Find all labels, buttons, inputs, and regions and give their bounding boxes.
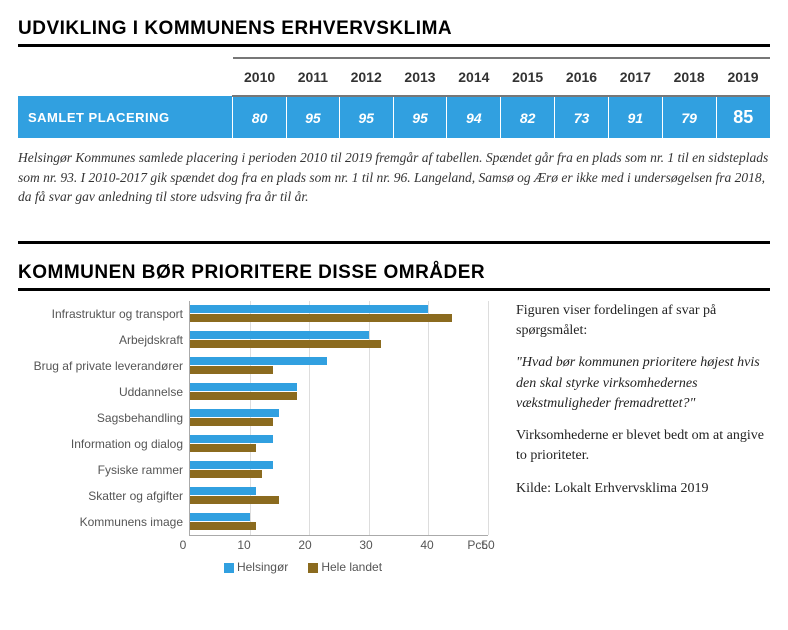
chart-bar-group [190,353,488,379]
rank-value: 79 [662,96,716,138]
section-divider [18,241,770,244]
chart-bar [190,314,452,322]
chart-bar [190,366,273,374]
year-header: 2018 [662,58,716,96]
chart-x-tick: 40 [420,538,433,552]
priority-chart: Infrastruktur og transportArbejdskraftBr… [18,301,488,574]
chart-bar [190,331,369,339]
chart-bar-group [190,405,488,431]
chart-bar [190,340,381,348]
chart-category-label: Sagsbehandling [18,405,183,431]
rank-value: 94 [447,96,501,138]
legend-item: Hele landet [308,560,382,574]
section2-title: KOMMUNEN BØR PRIORITERE DISSE OMRÅDER [18,262,770,291]
rank-value: 95 [287,96,340,138]
table-caption: Helsingør Kommunes samlede placering i p… [18,148,770,207]
chart-bar-group [190,457,488,483]
section1-title: UDVIKLING I KOMMUNENS ERHVERVSKLIMA [18,18,770,47]
chart-bar [190,418,273,426]
rank-value: 95 [339,96,393,138]
chart-bar [190,357,327,365]
chart-bar-group [190,509,488,535]
chart-bar [190,305,428,313]
side-note: Virksomhederne er blevet bedt om at angi… [516,426,770,467]
table-row: SAMLET PLACERING 80959595948273917985 [18,96,770,138]
chart-bar [190,513,250,521]
chart-bar [190,444,256,452]
chart-x-axis: 01020304050Pct. [183,536,488,554]
chart-bar-group [190,483,488,509]
legend-item: Helsingør [224,560,288,574]
rank-value: 82 [501,96,555,138]
chart-category-label: Uddannelse [18,379,183,405]
ranking-table: 2010201120122013201420152016201720182019… [18,57,770,138]
chart-x-tick: 0 [180,538,187,552]
side-intro: Figuren viser fordelingen af svar på spø… [516,301,770,342]
year-header: 2010 [233,58,287,96]
chart-category-label: Brug af private leverandører [18,353,183,379]
chart-bar [190,470,262,478]
chart-bar [190,496,279,504]
year-header: 2017 [608,58,662,96]
chart-category-label: Infrastruktur og transport [18,301,183,327]
row-label: SAMLET PLACERING [18,96,233,138]
chart-category-label: Skatter og afgifter [18,483,183,509]
rank-value: 95 [393,96,447,138]
year-header: 2016 [555,58,609,96]
chart-bar-group [190,379,488,405]
chart-category-label: Arbejdskraft [18,327,183,353]
year-header: 2011 [287,58,340,96]
chart-x-tick: 10 [237,538,250,552]
table-header-row: 2010201120122013201420152016201720182019 [18,58,770,96]
chart-bar [190,435,273,443]
side-source: Kilde: Lokalt Erhvervsklima 2019 [516,479,770,499]
rank-value: 91 [608,96,662,138]
chart-x-tick: 20 [298,538,311,552]
chart-side-text: Figuren viser fordelingen af svar på spø… [516,301,770,511]
chart-bar-group [190,327,488,353]
year-header: 2015 [501,58,555,96]
chart-bar [190,383,297,391]
rank-value: 85 [716,96,770,138]
chart-category-label: Fysiske rammer [18,457,183,483]
chart-bar [190,392,297,400]
chart-bar [190,409,279,417]
chart-category-label: Kommunens image [18,509,183,535]
side-question: "Hvad bør kommunen prioritere højest hvi… [516,353,770,414]
chart-y-labels: Infrastruktur og transportArbejdskraftBr… [18,301,189,535]
chart-bar [190,461,273,469]
chart-plot [189,301,488,536]
year-header: 2014 [447,58,501,96]
chart-x-tick: 30 [359,538,372,552]
legend-swatch [224,563,234,573]
chart-bar [190,487,256,495]
rank-value: 80 [233,96,287,138]
legend-swatch [308,563,318,573]
year-header: 2019 [716,58,770,96]
chart-bar-group [190,301,488,327]
chart-legend: Helsingør Hele landet [118,560,488,574]
chart-bar-group [190,431,488,457]
chart-bar [190,522,256,530]
chart-category-label: Information og dialog [18,431,183,457]
year-header: 2013 [393,58,447,96]
year-header: 2012 [339,58,393,96]
rank-value: 73 [555,96,609,138]
chart-x-unit: Pct. [467,538,488,552]
